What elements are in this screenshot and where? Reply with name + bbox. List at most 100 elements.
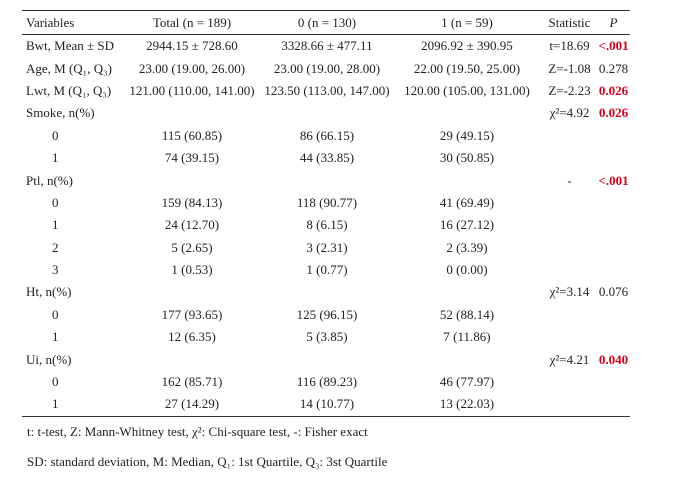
table-cell: 5 (3.85) (306, 329, 348, 345)
table-cell: 118 (90.77) (296, 194, 358, 210)
table-cell: 46 (77.97) (439, 374, 495, 390)
footnote: SD: standard deviation, M: Median, Q₁: 1… (27, 454, 388, 469)
table-cell (542, 147, 597, 169)
table-cell (542, 237, 597, 259)
table-cell: 30 (50.85) (439, 150, 495, 166)
table-cell (597, 393, 630, 416)
table-row: 0 162 (85.71) 116 (89.23) 46 (77.97) (22, 371, 630, 393)
table-row: Smoke, n(%) χ²=4.92 0.026 (22, 102, 630, 124)
table-cell: 1 (0.77) (306, 262, 348, 278)
table-cell: 0.076 (598, 284, 629, 300)
table-cell: 24 (12.70) (164, 217, 220, 233)
table-cell (597, 371, 630, 393)
table-row: Bwt, Mean ± SD 2944.15 ± 728.60 3328.66 ± … (22, 35, 630, 58)
table-cell (597, 326, 630, 348)
table-cell (122, 169, 262, 191)
table-cell (597, 237, 630, 259)
table-cell: 120.00 (105.00, 131.00) (404, 82, 530, 98)
table-cell (597, 192, 630, 214)
table-cell: - (567, 172, 572, 188)
table-cell: 3 (2.31) (306, 239, 348, 255)
table-cell: 27 (14.29) (164, 396, 220, 412)
table-cell (392, 281, 542, 303)
column-header: 1 (n = 59) (441, 14, 493, 30)
table-cell (597, 304, 630, 326)
table-cell: 7 (11.86) (443, 329, 491, 345)
table-container: Variables Total (n = 189) 0 (n = 130) 1 (n … (22, 10, 630, 417)
table-cell (122, 102, 262, 124)
column-header: P (609, 14, 618, 30)
table-cell: 1 (52, 396, 59, 412)
data-table: Variables Total (n = 189) 0 (n = 130) 1 (n … (22, 10, 630, 417)
table-cell: 125 (96.15) (296, 306, 358, 322)
table-cell: Ht, n(%) (26, 284, 72, 300)
table-cell: 23.00 (19.00, 26.00) (138, 60, 246, 76)
table-cell (542, 393, 597, 416)
table-cell: 0 (52, 306, 59, 322)
table-row: 0 177 (93.65) 125 (96.15) 52 (88.14) (22, 304, 630, 326)
table-cell: 13 (22.03) (439, 396, 495, 412)
table-cell (542, 304, 597, 326)
table-row: Ptl, n(%) - <.001 (22, 169, 630, 191)
table-cell (542, 259, 597, 281)
table-row: 1 74 (39.15) 44 (33.85) 30 (50.85) (22, 147, 630, 169)
table-cell: 2096.92 ± 390.95 (421, 38, 513, 54)
table-cell: 44 (33.85) (299, 150, 355, 166)
table-cell (597, 125, 630, 147)
table-cell (392, 348, 542, 370)
table-cell: Lwt, M (Q₁, Q₃) (26, 82, 112, 98)
table-row: Ht, n(%) χ²=3.14 0.076 (22, 281, 630, 303)
table-cell: 0.278 (598, 60, 629, 76)
table-cell (597, 259, 630, 281)
table-cell: 8 (6.15) (306, 217, 348, 233)
table-cell (597, 214, 630, 236)
table-cell: 1 (52, 217, 59, 233)
table-cell: Ui, n(%) (26, 351, 72, 367)
table-cell: 86 (66.15) (299, 127, 355, 143)
table-row: 1 27 (14.29) 14 (10.77) 13 (22.03) (22, 393, 630, 417)
table-cell: Bwt, Mean ± SD (26, 38, 115, 54)
table-cell: Smoke, n(%) (26, 105, 95, 121)
table-cell: <.001 (598, 38, 629, 54)
table-row: 0 115 (60.85) 86 (66.15) 29 (49.15) (22, 125, 630, 147)
table-row: 1 12 (6.35) 5 (3.85) 7 (11.86) (22, 326, 630, 348)
table-cell (122, 281, 262, 303)
table-cell (262, 281, 392, 303)
table-cell: <.001 (598, 172, 629, 188)
table-cell: 5 (2.65) (171, 239, 213, 255)
table-cell: 2 (3.39) (446, 239, 488, 255)
table-cell: Ptl, n(%) (26, 172, 73, 188)
table-cell: 0.026 (598, 82, 629, 98)
table-cell: 2 (52, 239, 59, 255)
table-cell: χ²=4.21 (549, 351, 590, 367)
footnote: t: t-test, Z: Mann-Whitney test, χ²: Chi… (27, 424, 368, 439)
table-cell: 14 (10.77) (299, 396, 355, 412)
table-cell: 0.026 (598, 105, 629, 121)
table-cell (542, 125, 597, 147)
table-row: 1 24 (12.70) 8 (6.15) 16 (27.12) (22, 214, 630, 236)
table-cell: 159 (84.13) (161, 194, 223, 210)
table-cell: 1 (52, 150, 59, 166)
table-cell (542, 371, 597, 393)
column-header: Statistic (548, 14, 591, 30)
table-cell: 177 (93.65) (161, 306, 223, 322)
table-cell: Age, M (Q₁, Q₃) (26, 60, 112, 76)
table-cell: 23.00 (19.00, 28.00) (273, 60, 381, 76)
table-cell (542, 214, 597, 236)
table-cell: 52 (88.14) (439, 306, 495, 322)
table-cell: 0 (52, 374, 59, 390)
table-cell: 0 (52, 194, 59, 210)
table-cell (262, 169, 392, 191)
table-cell: 123.50 (113.00, 147.00) (264, 82, 390, 98)
table-row: 2 5 (2.65) 3 (2.31) 2 (3.39) (22, 237, 630, 259)
column-header: Variables (26, 14, 75, 30)
table-cell: 121.00 (110.00, 141.00) (129, 82, 255, 98)
table-cell: χ²=3.14 (549, 284, 590, 300)
table-cell: 16 (27.12) (439, 217, 495, 233)
table-cell: Z=-1.08 (548, 60, 591, 76)
table-cell: 115 (60.85) (161, 127, 223, 143)
table-cell: 1 (52, 329, 59, 345)
table-cell (392, 169, 542, 191)
table-cell (542, 192, 597, 214)
